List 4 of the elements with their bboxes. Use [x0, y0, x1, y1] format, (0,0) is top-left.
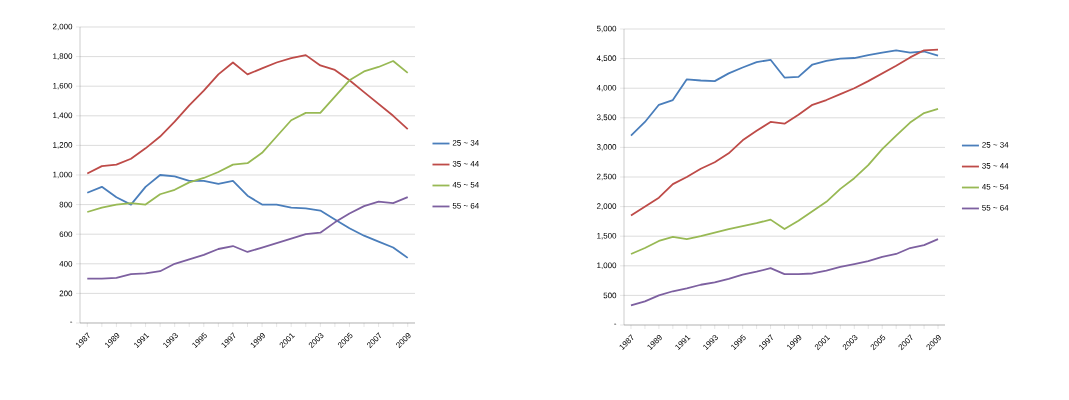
- line-series: [630, 49, 939, 137]
- line-series: [630, 238, 939, 307]
- line-series: [86, 60, 409, 213]
- line-series: [86, 174, 409, 259]
